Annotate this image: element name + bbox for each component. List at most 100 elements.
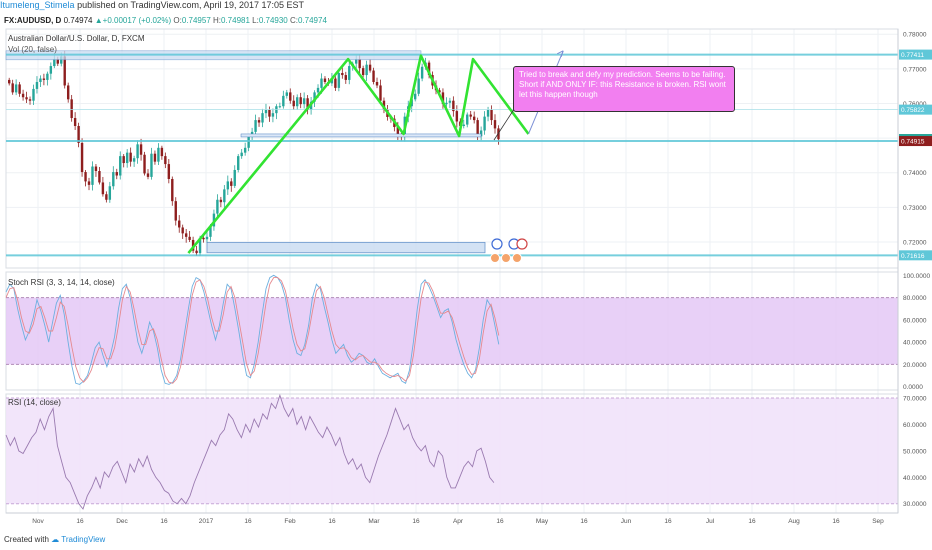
stoch-tick-label: 0.0000 [903, 384, 923, 391]
rsi-series [5, 393, 495, 510]
main-chart-title: Australian Dollar/U.S. Dollar, D, FXCM [8, 34, 145, 43]
price-label-text: 0.75822 [901, 107, 925, 114]
candle-body [94, 166, 98, 172]
x-tick-label: Jun [621, 518, 632, 525]
rsi-tick-label: 50.0000 [903, 448, 927, 455]
candle-body [230, 181, 233, 186]
candle-body [417, 78, 420, 94]
event-marker-icon [490, 253, 500, 263]
price-tick-label: 0.78000 [903, 32, 927, 39]
arrow-head-icon [556, 50, 564, 57]
candle-body [292, 100, 295, 107]
candle-body [63, 56, 66, 86]
price-label-box [899, 104, 932, 115]
candle-body [240, 152, 243, 157]
candle-body [282, 95, 285, 107]
candle-body [320, 78, 323, 88]
candle-body [198, 237, 202, 254]
high-value: 0.74981 [221, 16, 250, 25]
candle-body [334, 78, 337, 88]
candle-body [77, 125, 80, 143]
candle-body [143, 154, 146, 174]
candle-body [441, 92, 445, 105]
price-label-text: 0.74915 [901, 139, 925, 146]
price-tick-label: 0.73000 [903, 205, 927, 212]
candle-body [243, 147, 247, 153]
price-label-box [899, 136, 932, 147]
indicator-bands [6, 297, 898, 505]
stoch-tick-label: 20.0000 [903, 362, 927, 369]
candle-body [420, 66, 424, 79]
x-tick-label: 16 [580, 518, 588, 525]
candle-body [261, 113, 264, 123]
candle-body [21, 93, 25, 98]
price-label-box [899, 250, 932, 261]
candle-body [427, 62, 431, 76]
candle-body [174, 201, 177, 221]
candle-body [18, 84, 21, 94]
published-text: published on TradingView.com, April 19, … [77, 0, 305, 10]
candle-body [348, 66, 351, 80]
symbol-name[interactable]: FX:AUDUSD, D [4, 16, 62, 25]
candle-body [247, 136, 250, 148]
close-value: 0.74974 [297, 16, 327, 25]
candle-body [479, 130, 483, 137]
author-link[interactable]: Itumeleng_Stimela [0, 0, 75, 10]
candle-body [490, 109, 493, 121]
candle-body [132, 158, 136, 162]
candle-body [476, 120, 479, 137]
axes: 0.780000.770000.760000.750000.740000.730… [897, 29, 930, 513]
candle-body [119, 156, 122, 176]
candle-body [73, 118, 77, 126]
candle-body [178, 220, 181, 228]
candle-body [164, 156, 167, 165]
candle-body [278, 106, 282, 108]
candle-body [368, 64, 372, 71]
candle-body [254, 120, 257, 132]
candle-body [223, 189, 226, 203]
x-tick-label: 16 [748, 518, 756, 525]
candle-body [212, 213, 216, 227]
price-pane-frame [5, 28, 899, 269]
x-tick-label: Sep [872, 518, 884, 525]
x-tick-label: 16 [496, 518, 504, 525]
candle-body [379, 85, 382, 101]
annotation-callout[interactable]: Tried to break and defy my prediction. S… [513, 66, 735, 112]
candle-body [181, 227, 184, 234]
candle-body [80, 142, 84, 173]
stoch-rsi-series [5, 274, 500, 385]
candlestick-series [8, 50, 500, 257]
candle-body [372, 70, 375, 82]
x-tick-label: Aug [788, 518, 800, 525]
rsi-tick-label: 60.0000 [903, 422, 927, 429]
candle-body [171, 178, 174, 202]
header-bar: Itumeleng_Stimela published on TradingVi… [0, 0, 932, 11]
candle-body [226, 181, 230, 190]
demand-zone [206, 241, 486, 254]
candle-body [486, 109, 490, 117]
candle-body [483, 116, 486, 131]
candle-body [136, 144, 139, 159]
candle-body [268, 109, 271, 117]
candle-body [184, 233, 188, 237]
candle-body [46, 73, 49, 80]
candle-body [341, 72, 344, 76]
x-tick-label: May [536, 518, 549, 525]
candle-body [122, 156, 125, 164]
stoch-band [6, 297, 898, 365]
horizontal-lines [6, 53, 898, 257]
x-tick-label: Dec [116, 518, 128, 525]
tradingview-brand[interactable]: TradingView [61, 535, 106, 544]
candle-body [32, 88, 35, 101]
candle-body [157, 147, 160, 162]
candle-body [316, 87, 320, 93]
tradingview-logo-icon: ☁ [51, 535, 60, 544]
candle-body [209, 226, 212, 237]
candle-body [167, 164, 171, 179]
candle-body [35, 81, 39, 89]
candle-body [358, 59, 361, 69]
event-marker-icon [501, 253, 511, 263]
last-price: 0.74974 [63, 16, 93, 25]
